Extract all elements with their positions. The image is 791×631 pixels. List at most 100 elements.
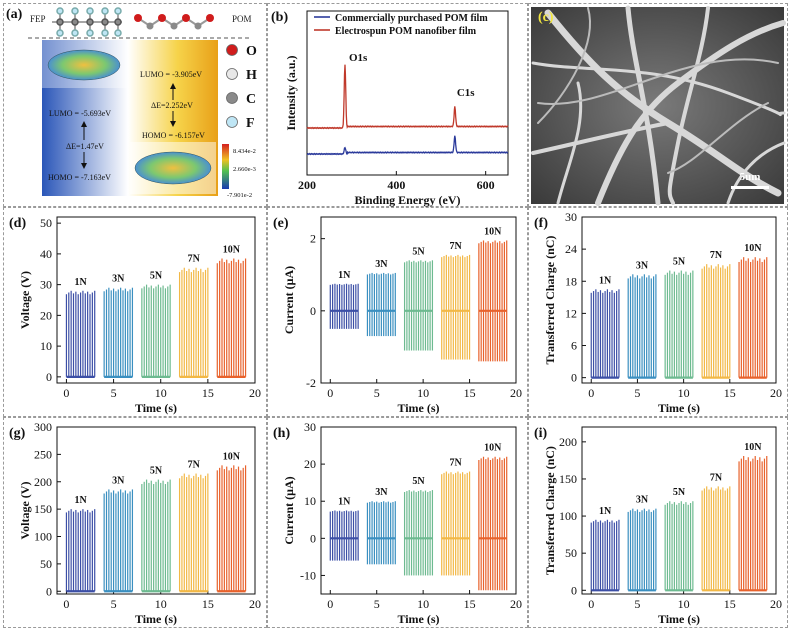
plot-frame xyxy=(56,426,256,595)
x-tick-label: 10 xyxy=(417,386,429,400)
x-tick-label: 0 xyxy=(63,597,69,611)
x-tick-label: 5 xyxy=(634,386,640,400)
panel-f: (f) 0 6 12 18 24 30 0 5 10 15 20 Time (s) Transferred… xyxy=(534,210,782,415)
nanofiber-network xyxy=(531,5,786,206)
panel-a-label: (a) xyxy=(6,7,23,22)
y-tick-label: 10 xyxy=(304,494,316,508)
y-tick-label: 10 xyxy=(40,339,52,353)
x-tick-label: 0 xyxy=(327,597,333,611)
x-tick-label: 20 xyxy=(510,597,522,611)
force-label-5N: 5N xyxy=(150,466,163,477)
y-tick-label: 24 xyxy=(565,242,577,256)
fep-molecule xyxy=(52,7,122,37)
x-tick-label: 0 xyxy=(588,386,594,400)
fep-lumo: LUMO = -5.693eV xyxy=(49,109,111,118)
esp-colorbar xyxy=(222,144,229,189)
x-tick-label: 0 xyxy=(327,386,333,400)
force-label-5N: 5N xyxy=(412,246,425,257)
x-tick-label: 5 xyxy=(374,386,380,400)
force-label-3N: 3N xyxy=(112,274,125,285)
y-tick-label: 12 xyxy=(565,306,577,320)
panel-a: (a) FEP POM LUMO = -5.693eV ΔE=1.47eV xyxy=(6,7,257,199)
y-tick-label: 0 xyxy=(46,584,52,598)
y-tick-label: 40 xyxy=(40,247,52,261)
plot-frame xyxy=(306,10,509,176)
y-tick-label: 30 xyxy=(40,278,52,292)
x-axis-label: Time (s) xyxy=(658,401,700,415)
x-tick-label: 10 xyxy=(155,597,167,611)
atom-F-icon xyxy=(226,116,238,128)
plot-frame xyxy=(56,216,256,384)
y-axis-label: Voltage (V) xyxy=(18,482,32,540)
y-tick-label: 0 xyxy=(310,304,316,318)
force-label-7N: 7N xyxy=(450,241,463,252)
x-axis-label: Time (s) xyxy=(397,612,439,626)
panel-c-label: (c) xyxy=(538,10,554,25)
pom-lumo: LUMO = -3.905eV xyxy=(140,70,202,79)
force-label-1N: 1N xyxy=(74,495,87,506)
panel-a-frame xyxy=(3,3,267,207)
panel-i-frame xyxy=(528,417,788,628)
y-tick-label: 150 xyxy=(559,472,577,486)
y-tick-label: 18 xyxy=(565,274,577,288)
force-label-3N: 3N xyxy=(375,259,388,270)
y-tick-label: 20 xyxy=(40,308,52,322)
atom-O-icon xyxy=(226,44,238,56)
panel-c-frame xyxy=(528,3,788,207)
panel-i-label: (i) xyxy=(534,426,548,441)
plot-frame xyxy=(320,216,517,384)
force-label-5N: 5N xyxy=(673,257,686,268)
y-tick-label: 6 xyxy=(571,339,577,353)
force-label-3N: 3N xyxy=(112,475,125,486)
fep-esp-surface xyxy=(47,49,121,81)
x-tick-label: 15 xyxy=(202,386,214,400)
panel-e-frame xyxy=(267,207,528,417)
legend-label-1: Electrospun POM nanofiber film xyxy=(335,26,477,37)
atom-H-label: H xyxy=(246,68,257,83)
scale-bar xyxy=(731,186,769,189)
atom-H-icon xyxy=(226,68,238,80)
panel-g-label: (g) xyxy=(9,426,26,441)
force-label-5N: 5N xyxy=(150,271,163,282)
force-label-5N: 5N xyxy=(412,476,425,487)
y-axis-label: Transferred Charge (nC) xyxy=(543,236,557,365)
panel-h: (h) -10 0 10 20 30 0 5 10 15 20 Time (s) Current (μA… xyxy=(273,420,522,626)
atom-O-label: O xyxy=(246,44,257,59)
x-tick-label: 15 xyxy=(464,386,476,400)
colorbar-mid: 2.660e-3 xyxy=(233,166,256,173)
force-label-1N: 1N xyxy=(599,275,612,286)
y-tick-label: 30 xyxy=(565,210,577,224)
force-label-10N: 10N xyxy=(484,226,502,237)
panel-g-frame xyxy=(3,417,267,628)
x-tick-label: 5 xyxy=(111,597,117,611)
y-tick-label: 0 xyxy=(310,531,316,545)
y-axis-label: Current (μA) xyxy=(282,266,296,334)
panel-b-label: (b) xyxy=(271,10,288,25)
pom-label: POM xyxy=(232,14,252,24)
fep-gap: ΔE=1.47eV xyxy=(66,142,104,151)
y-tick-label: 0 xyxy=(46,370,52,384)
panel-d-frame xyxy=(3,207,267,417)
colorbar-max: 8.434e-2 xyxy=(233,148,256,155)
panel-b: (b) 200 400 600 Binding Energy (eV) Intensit… xyxy=(271,10,509,207)
x-tick-label: 600 xyxy=(477,178,495,192)
panel-d: (d) 0 10 20 30 40 50 0 5 10 15 20 Time (s) Voltage (V… xyxy=(9,216,261,415)
x-tick-label: 0 xyxy=(63,386,69,400)
x-tick-label: 200 xyxy=(298,178,316,192)
y-axis-label: Transferred Charge (nC) xyxy=(543,446,557,575)
pom-homo: HOMO = -6.157eV xyxy=(142,131,205,140)
force-label-7N: 7N xyxy=(710,472,723,483)
y-tick-label: 200 xyxy=(559,435,577,449)
x-axis-label: Time (s) xyxy=(397,401,439,415)
annotation-O1s: O1s xyxy=(349,52,368,64)
force-label-1N: 1N xyxy=(74,277,87,288)
pom-gap: ΔE=2.252eV xyxy=(151,101,193,110)
x-tick-label: 15 xyxy=(202,597,214,611)
fep-homo: HOMO = -7.163eV xyxy=(48,173,111,182)
y-tick-label: 0 xyxy=(571,371,577,385)
x-tick-label: 15 xyxy=(464,597,476,611)
y-tick-label: 150 xyxy=(34,502,52,516)
force-label-3N: 3N xyxy=(636,495,649,506)
